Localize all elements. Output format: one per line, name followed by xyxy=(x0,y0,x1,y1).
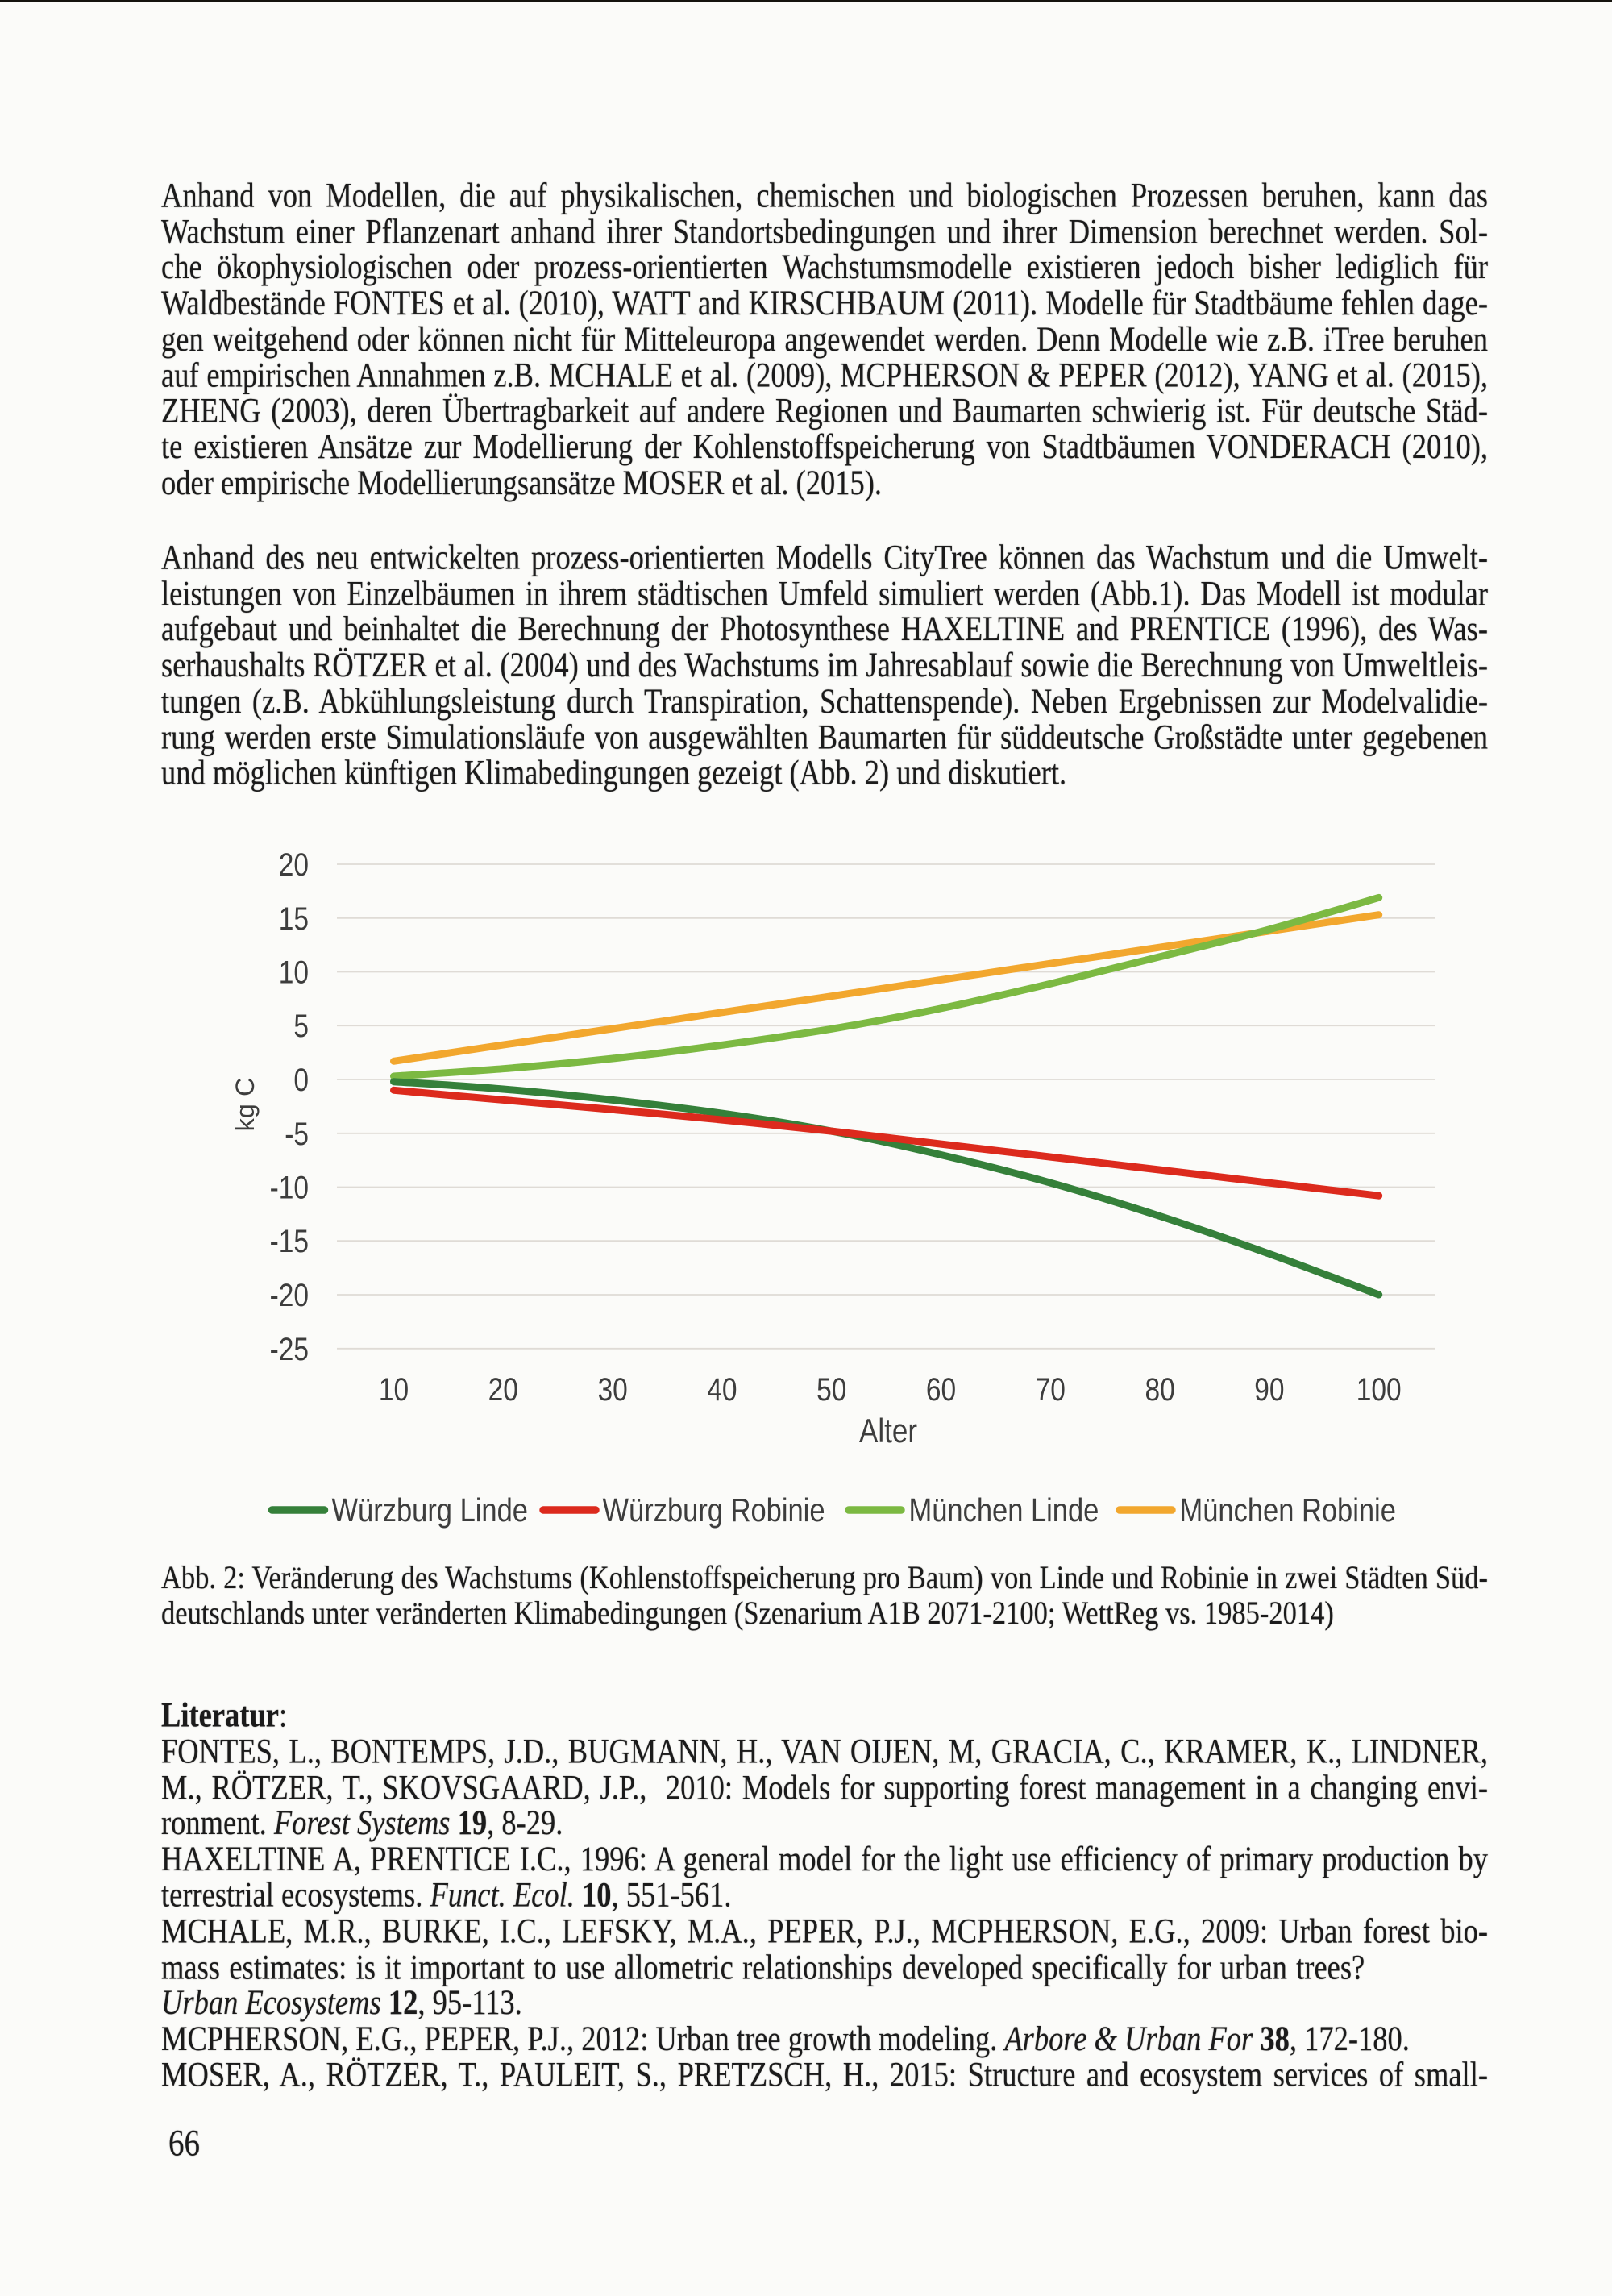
svg-text:50: 50 xyxy=(816,1371,846,1407)
svg-text:kg C: kg C xyxy=(230,1078,260,1132)
svg-text:100: 100 xyxy=(1356,1371,1402,1407)
svg-text:Würzburg Robinie: Würzburg Robinie xyxy=(603,1491,825,1528)
svg-text:Alter: Alter xyxy=(859,1412,917,1450)
svg-text:-20: -20 xyxy=(270,1277,309,1312)
svg-text:-5: -5 xyxy=(285,1116,309,1151)
svg-text:80: 80 xyxy=(1145,1371,1174,1407)
svg-text:-25: -25 xyxy=(270,1331,309,1366)
svg-text:10: 10 xyxy=(379,1371,409,1407)
svg-text:70: 70 xyxy=(1036,1371,1066,1407)
svg-text:30: 30 xyxy=(597,1371,627,1407)
svg-text:60: 60 xyxy=(926,1371,956,1407)
svg-text:Würzburg Linde: Würzburg Linde xyxy=(332,1491,528,1528)
svg-text:-10: -10 xyxy=(270,1170,309,1205)
svg-text:40: 40 xyxy=(707,1371,737,1407)
svg-text:90: 90 xyxy=(1254,1371,1284,1407)
svg-text:München Robinie: München Robinie xyxy=(1180,1491,1396,1528)
svg-text:15: 15 xyxy=(279,901,309,936)
svg-text:20: 20 xyxy=(279,846,309,882)
svg-text:-15: -15 xyxy=(270,1224,309,1259)
svg-text:0: 0 xyxy=(293,1062,309,1097)
svg-text:20: 20 xyxy=(488,1371,518,1407)
svg-text:10: 10 xyxy=(279,955,309,990)
svg-text:München Linde: München Linde xyxy=(909,1491,1099,1528)
svg-text:5: 5 xyxy=(293,1009,309,1044)
